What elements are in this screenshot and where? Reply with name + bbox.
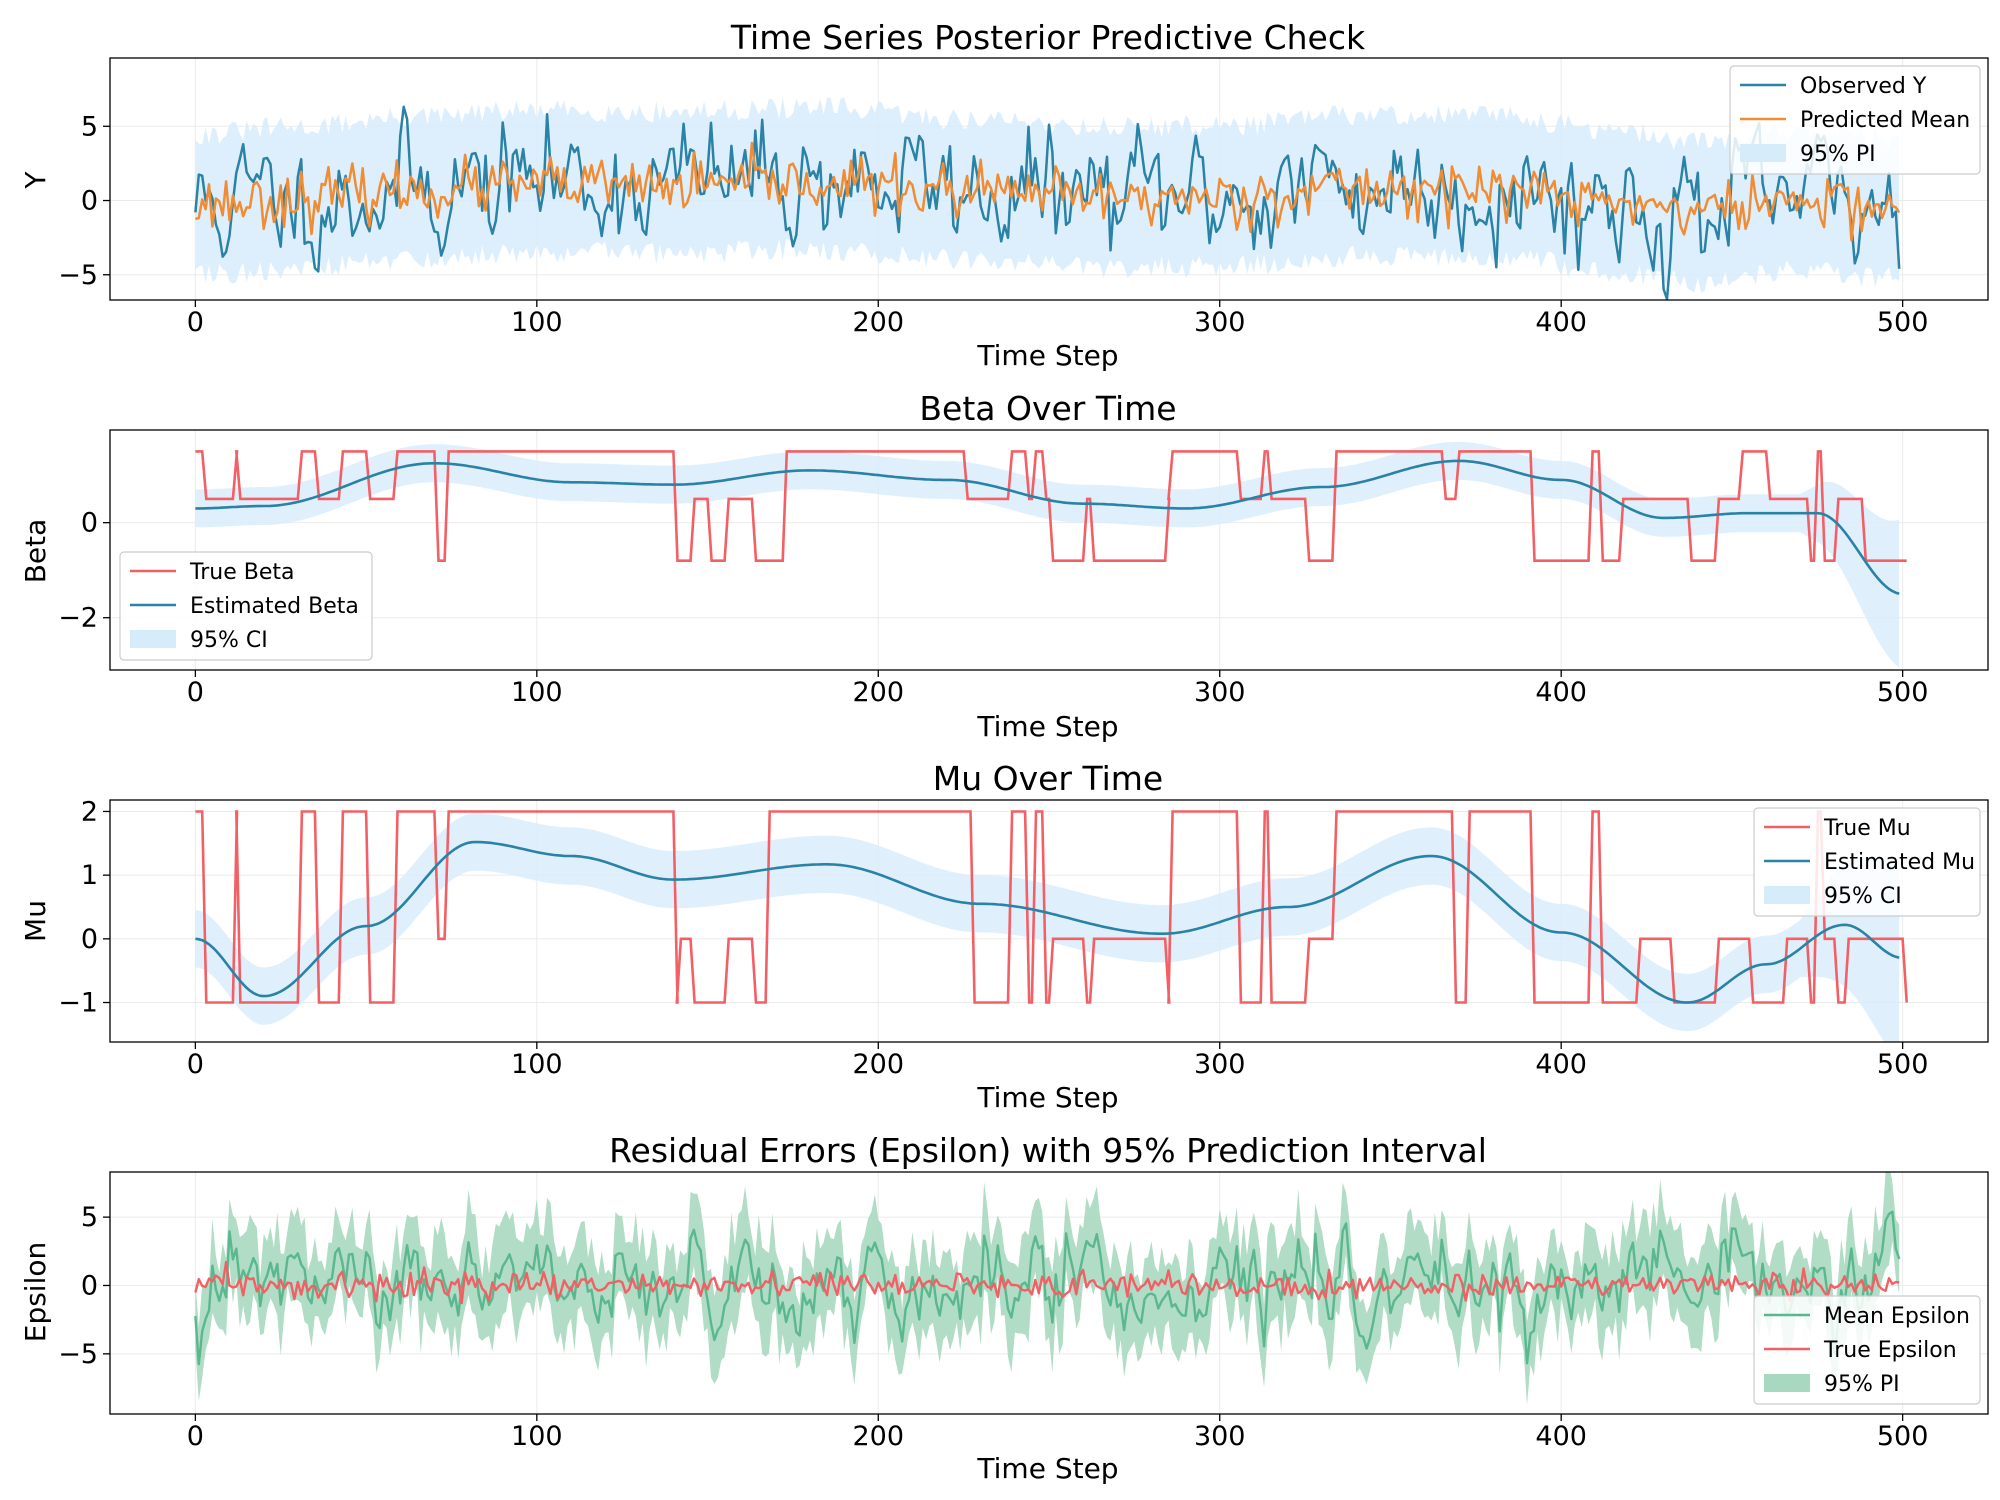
x-tick-label: 300 bbox=[1194, 677, 1246, 708]
legend-swatch bbox=[1764, 1374, 1810, 1392]
x-tick-label: 200 bbox=[852, 1049, 904, 1080]
x-axis-label: Time Step bbox=[976, 1081, 1118, 1114]
y-tick-label: 5 bbox=[81, 1202, 98, 1233]
x-tick-label: 500 bbox=[1877, 1049, 1929, 1080]
x-tick-label: 200 bbox=[852, 677, 904, 708]
data-layer bbox=[110, 430, 1988, 670]
x-axis-label: Time Step bbox=[976, 339, 1118, 372]
legend-label: True Epsilon bbox=[1823, 1338, 1957, 1363]
legend-swatch bbox=[1740, 144, 1786, 162]
y-tick-label: 2 bbox=[81, 796, 98, 827]
legend: Mean Epsilon True Epsilon 95% PI bbox=[1753, 1295, 1981, 1405]
x-tick-label: 400 bbox=[1535, 307, 1587, 338]
panel-mu: Mu Over Time 0 100 200 300 400 500 −1 0 1 2 Time … bbox=[19, 759, 1989, 1114]
legend-swatch bbox=[130, 630, 176, 648]
x-tick-label: 300 bbox=[1194, 1049, 1246, 1080]
y-tick-label: 0 bbox=[81, 508, 98, 539]
y-tick-label: −1 bbox=[58, 988, 98, 1019]
x-tick-label: 400 bbox=[1535, 1049, 1587, 1080]
panel-beta: Beta Over Time 0 100 200 300 400 500 −2 0 Time … bbox=[19, 389, 1989, 743]
chart-title: Residual Errors (Epsilon) with 95% Predi… bbox=[609, 1131, 1487, 1170]
y-tick-label: −2 bbox=[58, 603, 98, 634]
true-epsilon-line bbox=[194, 1260, 1900, 1305]
x-tick-label: 100 bbox=[511, 1049, 563, 1080]
legend-box bbox=[1729, 65, 1981, 175]
legend-label: Mean Epsilon bbox=[1824, 1304, 1970, 1329]
y-tick-label: −5 bbox=[58, 260, 98, 291]
x-tick-label: 0 bbox=[187, 1049, 204, 1080]
panel-epsilon: Residual Errors (Epsilon) with 95% Predi… bbox=[19, 1131, 1989, 1485]
x-tick-label: 200 bbox=[852, 1421, 904, 1452]
plot-area: 0 100 200 300 400 500 −5 0 5 bbox=[58, 57, 1989, 338]
chart-title: Mu Over Time bbox=[933, 759, 1164, 798]
y-axis-label: Epsilon bbox=[19, 1242, 52, 1343]
plot-area: 0 100 200 300 400 500 −1 0 1 2 bbox=[58, 796, 1989, 1080]
estimated-mu-line bbox=[195, 840, 1900, 1004]
x-axis-label: Time Step bbox=[976, 710, 1118, 743]
legend-label: True Beta bbox=[189, 560, 294, 585]
data-layer bbox=[110, 800, 1988, 1042]
x-tick-label: 300 bbox=[1194, 307, 1246, 338]
x-tick-label: 200 bbox=[852, 307, 904, 338]
legend-label: 95% CI bbox=[1824, 884, 1902, 909]
panel-posterior-predictive: Time Series Posterior Predictive Check 0… bbox=[19, 18, 1989, 372]
axes-frame bbox=[109, 57, 1989, 301]
data-layer bbox=[110, 58, 1988, 300]
legend-box bbox=[119, 551, 373, 661]
x-tick-label: 100 bbox=[511, 677, 563, 708]
legend-box bbox=[1753, 807, 1981, 917]
legend-swatch bbox=[1764, 886, 1810, 904]
x-tick-label: 300 bbox=[1194, 1421, 1246, 1452]
y-tick-label: 5 bbox=[81, 111, 98, 142]
x-tick-label: 100 bbox=[511, 1421, 563, 1452]
x-tick-label: 0 bbox=[187, 677, 204, 708]
legend-label: 95% CI bbox=[190, 628, 268, 653]
y-tick-label: 0 bbox=[81, 1270, 98, 1301]
chart-title: Beta Over Time bbox=[919, 389, 1176, 428]
prediction-interval-band bbox=[195, 97, 1900, 293]
observed-y-line bbox=[194, 105, 1901, 300]
legend: Observed Y Predicted Mean 95% PI bbox=[1729, 65, 1981, 175]
x-tick-label: 400 bbox=[1535, 677, 1587, 708]
x-tick-label: 400 bbox=[1535, 1421, 1587, 1452]
y-tick-label: −5 bbox=[58, 1339, 98, 1370]
predicted-mean-line bbox=[195, 141, 1901, 242]
legend-label: Predicted Mean bbox=[1800, 108, 1970, 133]
epsilon-pi-band bbox=[195, 1172, 1900, 1405]
true-beta-line bbox=[195, 450, 1907, 562]
legend: True Mu Estimated Mu 95% CI bbox=[1753, 807, 1981, 917]
legend-box bbox=[1753, 1295, 1981, 1405]
y-axis-label: Y bbox=[19, 171, 52, 190]
legend-label: Estimated Mu bbox=[1824, 850, 1975, 875]
y-tick-label: 1 bbox=[81, 860, 98, 891]
axes-frame bbox=[109, 1171, 1989, 1415]
x-tick-label: 0 bbox=[187, 1421, 204, 1452]
legend-label: 95% PI bbox=[1824, 1372, 1900, 1397]
y-axis-label: Beta bbox=[19, 519, 52, 584]
true-mu-line bbox=[195, 810, 1908, 1004]
legend-label: 95% PI bbox=[1800, 142, 1876, 167]
x-tick-label: 100 bbox=[511, 307, 563, 338]
x-tick-label: 0 bbox=[187, 307, 204, 338]
y-tick-label: 0 bbox=[81, 924, 98, 955]
plot-area: 0 100 200 300 400 500 −2 0 bbox=[58, 429, 1989, 708]
x-tick-label: 500 bbox=[1877, 677, 1929, 708]
confidence-interval-band bbox=[195, 813, 1900, 1042]
axes-frame bbox=[109, 429, 1989, 671]
legend-label: Estimated Beta bbox=[190, 594, 359, 619]
estimated-beta-line bbox=[195, 459, 1900, 595]
y-tick-label: 0 bbox=[81, 186, 98, 217]
x-tick-label: 500 bbox=[1877, 307, 1929, 338]
axes-frame bbox=[109, 799, 1989, 1043]
confidence-interval-band bbox=[195, 441, 1900, 668]
legend-label: Observed Y bbox=[1800, 74, 1927, 99]
x-tick-label: 500 bbox=[1877, 1421, 1929, 1452]
chart-title: Time Series Posterior Predictive Check bbox=[730, 18, 1366, 57]
x-axis-label: Time Step bbox=[976, 1452, 1118, 1485]
legend: True Beta Estimated Beta 95% CI bbox=[119, 551, 373, 661]
y-axis-label: Mu bbox=[19, 900, 52, 942]
legend-label: True Mu bbox=[1823, 816, 1911, 841]
